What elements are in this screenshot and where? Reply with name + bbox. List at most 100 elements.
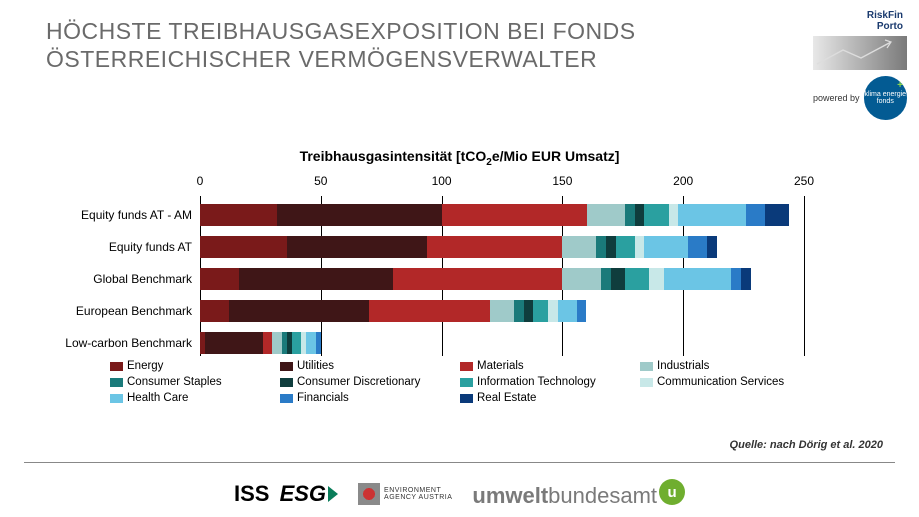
bar-segment	[616, 236, 635, 258]
umwelt-bold: umwelt	[472, 483, 548, 509]
iss-text: ISS	[234, 481, 269, 507]
bar-segment	[548, 300, 558, 322]
u-badge-icon: u	[659, 479, 685, 505]
page-title: HÖCHSTE TREIBHAUSGASEXPOSITION BEI FONDS…	[46, 18, 686, 73]
riskfin-logo: RiskFin Porto	[813, 8, 907, 34]
x-tick: 200	[673, 174, 693, 188]
legend-item: Consumer Staples	[110, 376, 280, 388]
esg-text: ESG	[280, 481, 326, 507]
klimafonds-logo: klima energie fonds +	[864, 76, 907, 120]
bar-segment	[229, 300, 369, 322]
bar-segment	[200, 236, 287, 258]
legend-swatch	[280, 362, 293, 371]
x-tick: 250	[794, 174, 814, 188]
legend-item: Health Care	[110, 392, 280, 404]
bar-segment	[601, 268, 611, 290]
legend-label: Industrials	[657, 360, 709, 372]
bar-label: Low-carbon Benchmark	[46, 336, 192, 350]
legend-item: Consumer Discretionary	[280, 376, 460, 388]
legend-label: Information Technology	[477, 376, 596, 388]
bar-segment	[562, 268, 601, 290]
top-logos: RiskFin Porto powered by klima energie f…	[813, 8, 907, 120]
bar-segment	[606, 236, 616, 258]
bar-segment	[369, 300, 490, 322]
bar-label: Equity funds AT	[46, 240, 192, 254]
legend-item: Information Technology	[460, 376, 640, 388]
bar-segment	[746, 204, 765, 226]
klimafonds-text: klima energie fonds	[864, 91, 907, 105]
bar-segment	[688, 236, 707, 258]
umweltbundesamt-logo: umweltbundesamtu	[472, 479, 685, 509]
bar-segment	[239, 268, 394, 290]
legend: Energy Utilities Materials Industrials Consu…	[110, 360, 830, 404]
bar-segment	[306, 332, 316, 354]
legend-swatch	[280, 394, 293, 403]
divider	[24, 462, 895, 463]
bar-segment	[596, 236, 606, 258]
plot-area: Equity funds AT - AMEquity funds ATGloba…	[200, 196, 826, 376]
bar-segment	[741, 268, 751, 290]
bar-segment	[558, 300, 577, 322]
bar-segment	[611, 268, 625, 290]
bar-segment	[277, 204, 441, 226]
x-axis: 050100150200250	[200, 174, 826, 196]
bar-segment	[644, 236, 687, 258]
legend-label: Energy	[127, 360, 163, 372]
bar-segment	[625, 268, 649, 290]
legend-label: Health Care	[127, 392, 188, 404]
legend-label: Financials	[297, 392, 349, 404]
legend-item: Materials	[460, 360, 640, 372]
bar-segment	[669, 204, 679, 226]
bar-segment	[731, 268, 741, 290]
bar-segment	[490, 300, 514, 322]
bar-segment	[292, 332, 302, 354]
triangle-icon	[328, 486, 338, 502]
bar-segment	[644, 204, 668, 226]
legend-item: Real Estate	[460, 392, 640, 404]
riskfin-line2: Porto	[817, 21, 903, 32]
legend-swatch	[640, 362, 653, 371]
chart-title: Treibhausgasintensität [tCO2e/Mio EUR Um…	[0, 148, 919, 168]
x-tick: 0	[197, 174, 204, 188]
powered-by-row: powered by klima energie fonds +	[813, 76, 907, 120]
bar-row: Equity funds AT	[200, 236, 717, 258]
bar-segment	[287, 236, 427, 258]
legend-item: Financials	[280, 392, 460, 404]
bar-segment	[200, 268, 239, 290]
bar-segment	[316, 332, 321, 354]
gridline	[804, 196, 805, 356]
source-citation: Quelle: nach Dörig et al. 2020	[730, 439, 883, 451]
legend-swatch	[460, 394, 473, 403]
eaa-logo: ENVIRONMENT AGENCY AUSTRIA	[358, 483, 452, 505]
eaa-line1: ENVIRONMENT	[384, 487, 452, 494]
legend-item: Communication Services	[640, 376, 820, 388]
riskfin-line1: RiskFin	[817, 10, 903, 21]
bar-segment	[635, 236, 645, 258]
legend-item: Utilities	[280, 360, 460, 372]
plus-icon: +	[897, 80, 903, 91]
legend-swatch	[110, 362, 123, 371]
bar-segment	[524, 300, 534, 322]
bar-segment	[200, 300, 229, 322]
legend-label: Consumer Staples	[127, 376, 222, 388]
legend-swatch	[640, 378, 653, 387]
bar-segment	[442, 204, 587, 226]
bar-label: Global Benchmark	[46, 272, 192, 286]
bar-segment	[625, 204, 635, 226]
legend-swatch	[110, 394, 123, 403]
x-tick: 50	[314, 174, 327, 188]
legend-label: Real Estate	[477, 392, 536, 404]
footer-logos: ISS ESG ENVIRONMENT AGENCY AUSTRIA umwel…	[0, 479, 919, 509]
bar-segment	[533, 300, 547, 322]
legend-label: Materials	[477, 360, 524, 372]
bar-segment	[707, 236, 717, 258]
chart-title-suffix: e/Mio EUR Umsatz]	[492, 148, 620, 164]
bar-segment	[393, 268, 562, 290]
x-tick: 150	[552, 174, 572, 188]
bar-segment	[562, 236, 596, 258]
bar-segment	[587, 204, 626, 226]
bar-row: Equity funds AT - AM	[200, 204, 789, 226]
bar-segment	[205, 332, 263, 354]
bar-segment	[263, 332, 273, 354]
bar-segment	[635, 204, 645, 226]
